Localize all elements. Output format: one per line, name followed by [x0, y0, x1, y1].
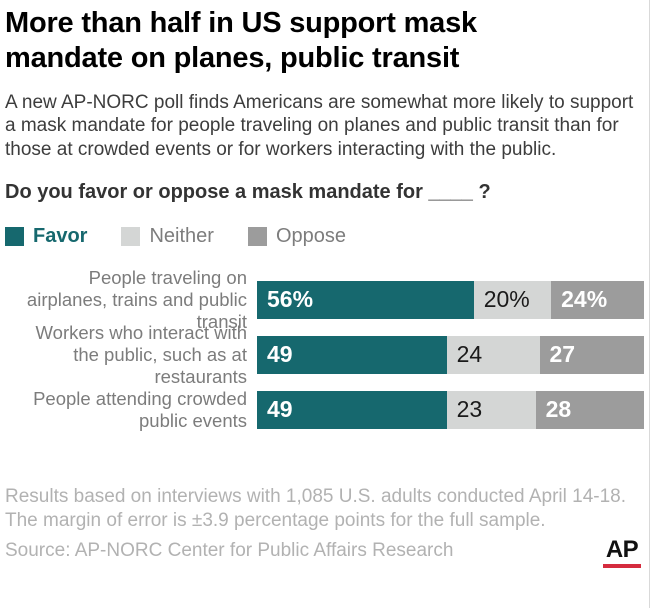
page-title: More than half in US support mask mandat…: [5, 7, 477, 74]
survey-question: Do you favor or oppose a mask mandate fo…: [5, 180, 491, 203]
favor-swatch-icon: [5, 226, 24, 246]
value-label: 49: [267, 341, 293, 368]
ap-logo: AP: [603, 536, 641, 569]
segment-neither: 20%: [473, 280, 552, 319]
legend-item-favor: Favor: [5, 225, 87, 248]
bar-workers: 49 24 27: [257, 335, 644, 374]
chart-row-events: People attending crowded public events 4…: [5, 388, 644, 431]
value-label: 49: [267, 396, 293, 423]
value-label: 24: [456, 341, 483, 368]
chart-row-transit: People traveling on airplanes, trains an…: [5, 267, 644, 332]
legend-label-neither: Neither: [149, 224, 214, 247]
value-label: 28: [545, 396, 572, 423]
stacked-bar-chart: People traveling on airplanes, trains an…: [5, 267, 644, 431]
source-credit: Source: AP-NORC Center for Public Affair…: [5, 540, 454, 562]
segment-favor: 56%: [257, 280, 474, 319]
legend: Favor Neither Oppose: [5, 225, 644, 248]
category-label: People attending crowded public events: [33, 388, 247, 431]
value-label: 23: [456, 396, 483, 423]
legend-label-oppose: Oppose: [275, 224, 347, 247]
legend-item-neither: Neither: [121, 224, 214, 248]
ap-logo-text: AP: [605, 536, 639, 564]
neither-swatch-icon: [121, 226, 141, 246]
segment-favor: 49: [257, 390, 447, 429]
source-row: Source: AP-NORC Center for Public Affair…: [5, 536, 644, 569]
subtitle: A new AP-NORC poll finds Americans are s…: [5, 91, 634, 161]
legend-label-favor: Favor: [33, 224, 88, 247]
segment-oppose: 24%: [551, 280, 644, 319]
segment-oppose: 28: [535, 390, 644, 429]
value-label: 56%: [267, 286, 314, 313]
oppose-swatch-icon: [247, 226, 267, 246]
value-label: 24%: [561, 286, 608, 313]
category-label: People traveling on airplanes, trains an…: [26, 267, 247, 332]
methodology-note: Results based on interviews with 1,085 U…: [5, 485, 627, 532]
segment-neither: 24: [446, 335, 540, 374]
bar-transit: 56% 20% 24%: [257, 280, 644, 319]
segment-favor: 49: [257, 335, 447, 374]
value-label: 27: [549, 341, 576, 368]
chart-row-workers: Workers who interact with the public, su…: [5, 322, 644, 387]
bar-events: 49 23 28: [257, 390, 644, 429]
legend-item-oppose: Oppose: [247, 224, 347, 248]
segment-neither: 23: [446, 390, 536, 429]
category-label: Workers who interact with the public, su…: [35, 322, 247, 387]
segment-oppose: 27: [539, 335, 644, 374]
value-label: 20%: [483, 286, 530, 313]
ap-logo-underline: [603, 564, 641, 569]
